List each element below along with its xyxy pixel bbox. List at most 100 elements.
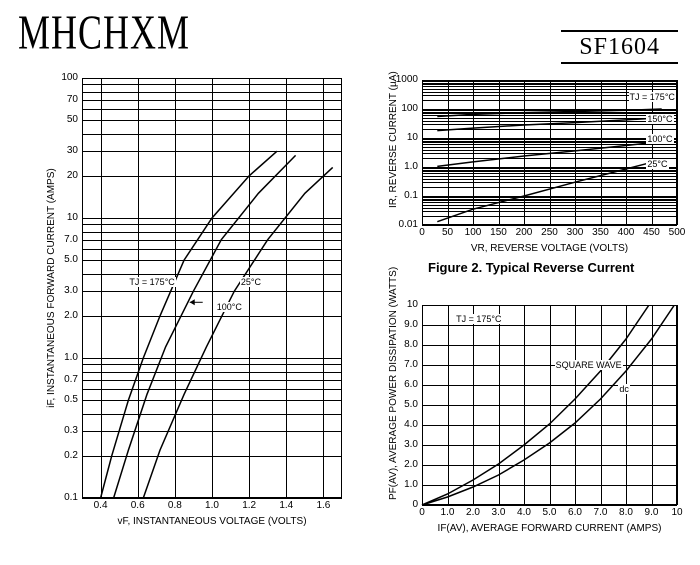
gridline-h	[422, 138, 677, 139]
gridline-h	[82, 109, 342, 110]
gridline-h	[82, 316, 342, 317]
y-tick-label: 2.0	[50, 310, 78, 321]
gridline-v	[212, 78, 213, 498]
gridline-h	[422, 197, 677, 198]
gridline-h	[82, 431, 342, 432]
gridline-h	[422, 176, 677, 177]
part-number: SF1604	[561, 30, 678, 64]
y-tick-label: 3.0	[390, 439, 418, 450]
gridline-v	[286, 78, 287, 498]
header: MHCHXM SF1604	[0, 0, 700, 60]
y-tick-label: 3.0	[50, 285, 78, 296]
gridline-h	[422, 365, 677, 366]
gridline-h	[422, 199, 677, 200]
gridline-h	[82, 291, 342, 292]
gridline-h	[422, 89, 677, 90]
gridline-h	[422, 196, 677, 197]
gridline-h	[422, 118, 677, 119]
gridline-h	[82, 176, 342, 177]
y-tick-label: 7.0	[50, 234, 78, 245]
x-tick-label: 4.0	[514, 507, 534, 518]
x-tick-label: 1.2	[239, 500, 259, 511]
gridline-h	[82, 218, 342, 219]
x-tick-label: 500	[667, 227, 687, 238]
gridline-h	[422, 115, 677, 116]
gridline-h	[82, 224, 342, 225]
gridline-h	[82, 456, 342, 457]
gridline-h	[422, 325, 677, 326]
gridline-h	[422, 505, 677, 506]
x-tick-label: 200	[514, 227, 534, 238]
x-tick-label: 50	[438, 227, 458, 238]
gridline-h	[422, 216, 677, 217]
gridline-h	[422, 141, 677, 142]
y-tick-label: 30	[50, 145, 78, 156]
gridline-h	[82, 414, 342, 415]
y-tick-label: 5.0	[50, 254, 78, 265]
gridline-h	[422, 170, 677, 171]
gridline-h	[422, 182, 677, 183]
gridline-v	[249, 78, 250, 498]
gridline-h	[422, 142, 677, 143]
gridline-h	[422, 86, 677, 87]
chart1-xlabel: vF, INSTANTANEOUS VOLTAGE (VOLTS)	[82, 516, 342, 527]
gridline-h	[422, 171, 677, 172]
gridline-v	[101, 78, 102, 498]
x-tick-label: 6.0	[565, 507, 585, 518]
x-tick-label: 9.0	[642, 507, 662, 518]
gridline-h	[422, 200, 677, 201]
gridline-h	[422, 385, 677, 386]
gridline-v	[677, 80, 678, 225]
gridline-h	[422, 485, 677, 486]
gridline-h	[82, 274, 342, 275]
chart2-xlabel: VR, REVERSE VOLTAGE (VOLTS)	[422, 243, 677, 254]
gridline-h	[422, 84, 677, 85]
gridline-h	[422, 345, 677, 346]
gridline-h	[82, 380, 342, 381]
gridline-v	[175, 78, 176, 498]
gridline-h	[422, 305, 677, 306]
gridline-h	[422, 225, 677, 226]
gridline-h	[422, 202, 677, 203]
gridline-h	[422, 113, 677, 114]
gridline-h	[422, 205, 677, 206]
x-tick-label: 5.0	[540, 507, 560, 518]
gridline-h	[422, 211, 677, 212]
annotation: TJ = 175°C	[629, 92, 676, 102]
y-tick-label: 1.0	[390, 479, 418, 490]
gridline-h	[422, 168, 677, 169]
x-tick-label: 250	[540, 227, 560, 238]
gridline-h	[422, 110, 677, 111]
annotation: 100°C	[646, 134, 673, 144]
annotation: TJ = 175°C	[128, 277, 175, 287]
x-tick-label: 0.4	[91, 500, 111, 511]
gridline-h	[422, 158, 677, 159]
y-tick-label: 4.0	[390, 419, 418, 430]
gridline-h	[82, 240, 342, 241]
x-tick-label: 0.6	[128, 500, 148, 511]
x-tick-label: 10	[667, 507, 687, 518]
annotation: 100°C	[216, 302, 243, 312]
gridline-h	[422, 187, 677, 188]
gridline-h	[422, 153, 677, 154]
gridline-h	[82, 100, 342, 101]
brand-logo: MHCHXM	[18, 4, 190, 61]
gridline-h	[422, 179, 677, 180]
gridline-h	[422, 405, 677, 406]
y-tick-label: 0.3	[50, 425, 78, 436]
gridline-h	[422, 425, 677, 426]
gridline-h	[82, 84, 342, 85]
y-tick-label: 10	[390, 132, 418, 143]
gridline-h	[422, 150, 677, 151]
chart-reverse-current: VR, REVERSE VOLTAGE (VOLTS) IR, REVERSE …	[380, 80, 680, 265]
gridline-h	[82, 249, 342, 250]
gridline-h	[82, 134, 342, 135]
gridline-h	[82, 372, 342, 373]
gridline-h	[82, 151, 342, 152]
annotation: 25°C	[240, 277, 262, 287]
gridline-h	[82, 120, 342, 121]
gridline-h	[82, 498, 342, 499]
arrow-head	[190, 299, 195, 305]
gridline-h	[422, 112, 677, 113]
y-tick-label: 0.01	[390, 219, 418, 230]
